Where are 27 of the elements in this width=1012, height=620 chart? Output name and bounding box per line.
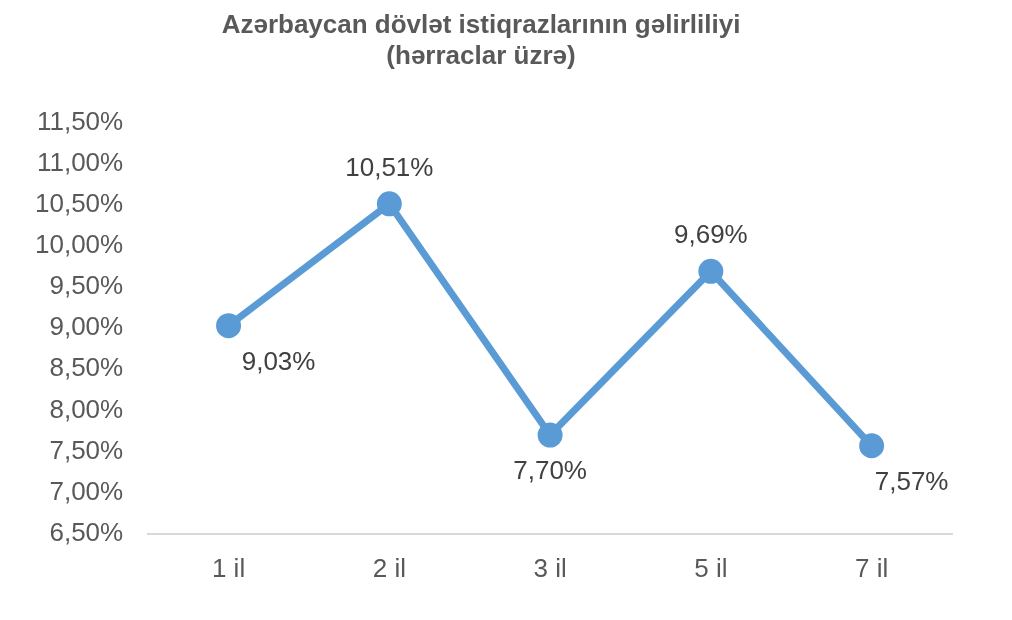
data-label: 9,69%	[673, 219, 748, 250]
y-tick-label: 6,50%	[49, 516, 124, 547]
y-tick-label: 11,00%	[36, 146, 124, 177]
y-tick-label: 10,50%	[34, 187, 124, 218]
x-tick-label: 2 il	[372, 552, 406, 583]
y-tick-label: 7,50%	[49, 434, 124, 465]
y-tick-label: 8,50%	[49, 352, 124, 383]
x-tick-label: 3 il	[533, 552, 567, 583]
chart-title: Azərbaycan dövlət istiqrazlarının gəlirliliyi (hərraclar üzrə)	[221, 8, 741, 70]
x-tick-label: 5 il	[694, 552, 728, 583]
point	[537, 422, 563, 448]
data-label: 7,70%	[513, 455, 587, 486]
data-label: 9,03%	[241, 345, 316, 376]
y-tick-label: 9,00%	[49, 311, 124, 342]
point	[216, 313, 242, 339]
point	[376, 191, 402, 217]
x-tick-label: 7 il	[854, 552, 889, 583]
point	[859, 433, 885, 459]
data-label: 10,51%	[345, 152, 434, 183]
y-tick-label: 11,50%	[36, 105, 124, 136]
y-tick-label: 8,00%	[49, 393, 124, 424]
y-tick-label: 7,00%	[49, 475, 124, 506]
point	[698, 258, 724, 284]
y-tick-label: 10,00%	[34, 228, 124, 259]
data-label: 7,57%	[874, 465, 949, 496]
y-tick-label: 9,50%	[49, 270, 124, 301]
x-tick-label: 1 il	[211, 552, 246, 583]
